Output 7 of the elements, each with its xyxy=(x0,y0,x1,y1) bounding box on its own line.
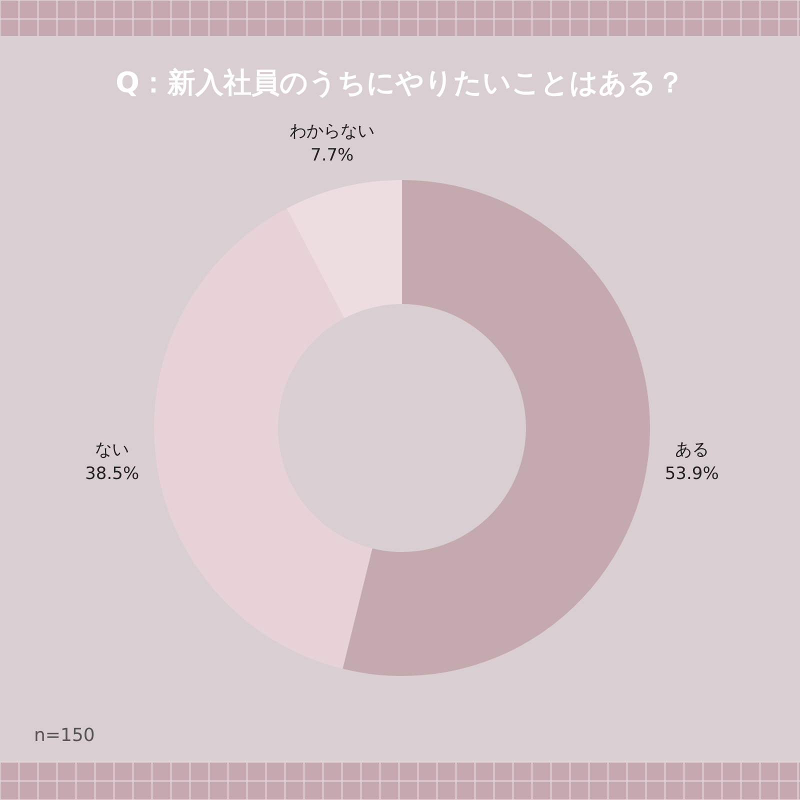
data-label: 38.5% xyxy=(85,464,140,484)
data-label: 7.7% xyxy=(310,145,354,166)
text: n=150 xyxy=(34,725,95,746)
slice-label: ない xyxy=(95,440,130,460)
slice-label: ある xyxy=(674,440,709,460)
data-label: 53.9% xyxy=(664,464,719,484)
slice-label: わからない xyxy=(290,121,375,142)
